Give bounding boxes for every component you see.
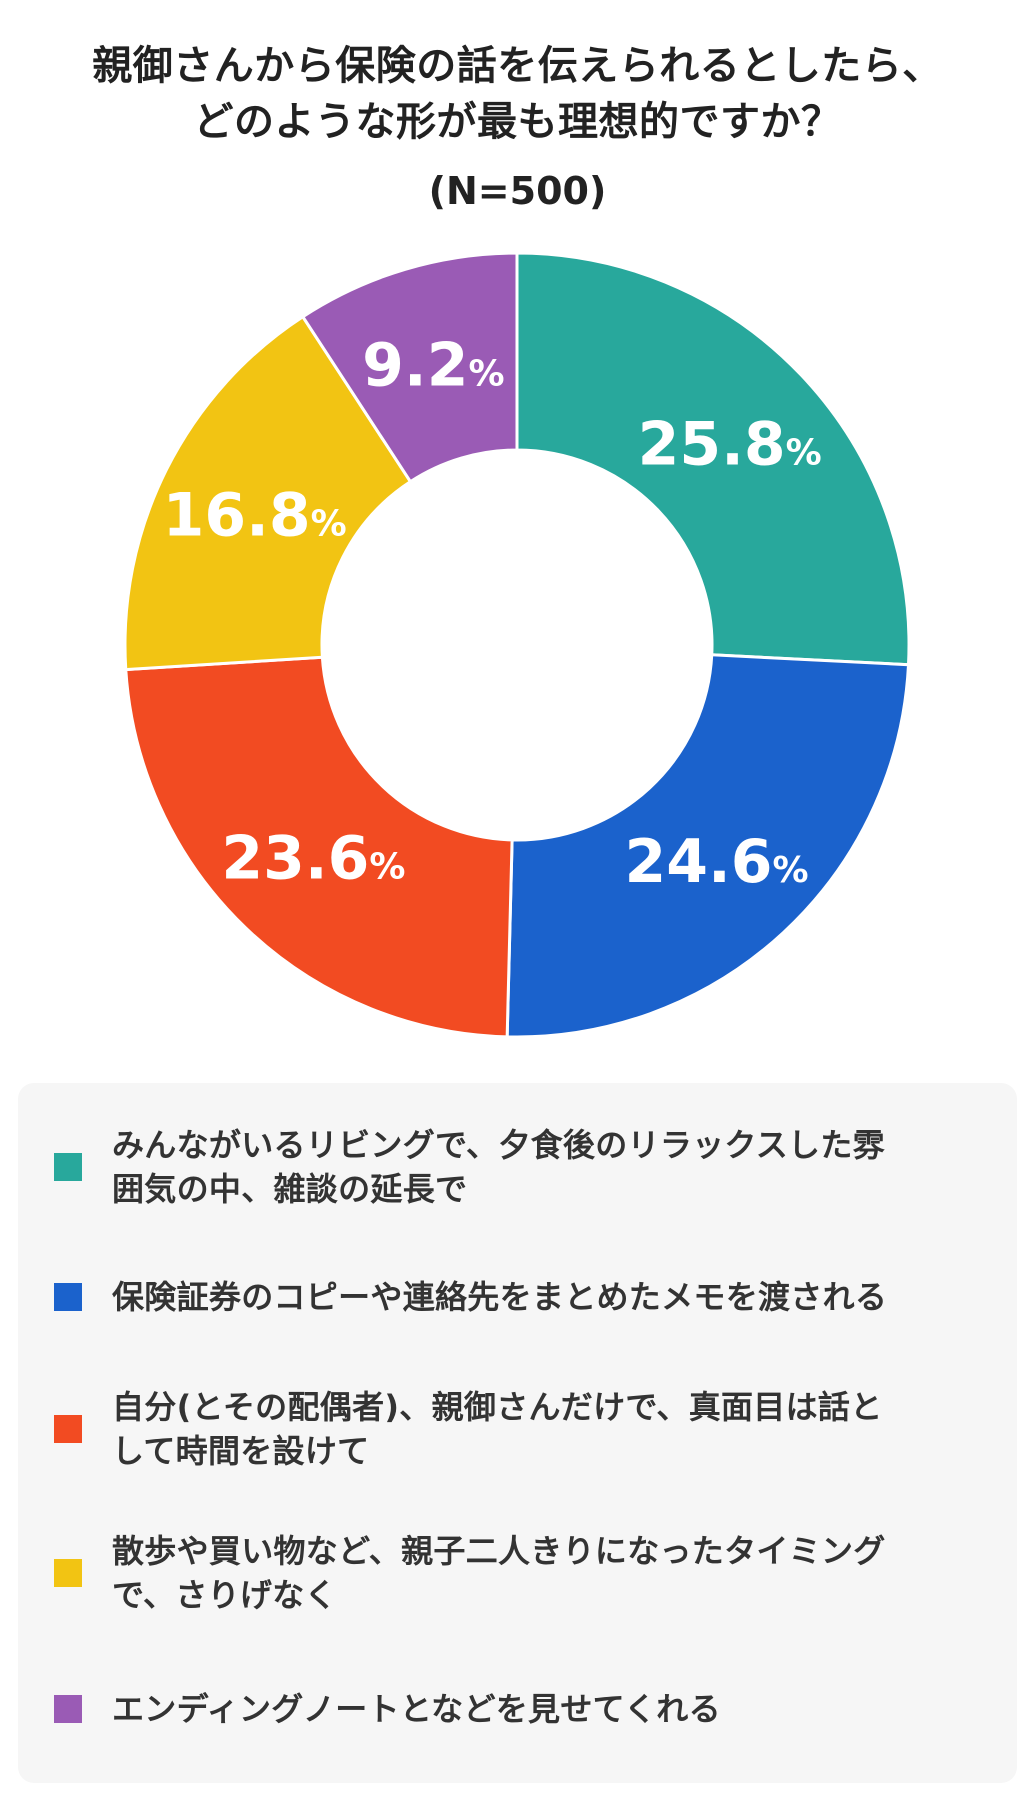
- donut-slice-living-room: [515, 251, 911, 667]
- legend-item-serious-talk: 自分(とその配偶者)、親御さんだけで、真面目は話と して時間を設けて: [54, 1385, 975, 1473]
- legend-label-line: で、さりげなく: [112, 1576, 337, 1614]
- legend-label-line: 保険証券のコピーや連絡先をまとめたメモを渡される: [112, 1278, 888, 1316]
- legend-label-line: 囲気の中、雑談の延長で: [112, 1170, 468, 1208]
- legend-label: エンディングノートとなどを見せてくれる: [112, 1687, 721, 1731]
- slice-value-label-memo: 24.6%: [625, 827, 809, 897]
- legend-label-line: 自分(とその配偶者)、親御さんだけで、真面目は話と: [112, 1388, 883, 1426]
- slice-value-number: 25.8: [638, 410, 786, 480]
- legend-swatch: [54, 1283, 82, 1311]
- slice-value-number: 16.8: [163, 480, 311, 550]
- legend-swatch: [54, 1559, 82, 1587]
- donut-chart: 25.8%24.6%23.6%16.8%9.2%: [123, 251, 911, 1039]
- slice-value-unit: %: [773, 850, 809, 891]
- legend-label-line: みんながいるリビングで、夕食後のリラックスした雰: [112, 1126, 885, 1164]
- slice-value-label-casual-outing: 16.8%: [163, 480, 347, 550]
- chart-title-line-1: 親御さんから保険の話を伝えられるとしたら、: [92, 43, 943, 89]
- legend-label: みんながいるリビングで、夕食後のリラックスした雰 囲気の中、雑談の延長で: [112, 1123, 885, 1211]
- legend-label: 保険証券のコピーや連絡先をまとめたメモを渡される: [112, 1275, 887, 1319]
- chart-title-line-2: どのような形が最も理想的ですか？: [193, 99, 842, 145]
- slice-value-unit: %: [369, 846, 405, 887]
- donut-slice-ending-note: [300, 251, 519, 484]
- donut-slice-serious-talk: [124, 655, 514, 1039]
- slice-value-number: 9.2: [362, 331, 468, 401]
- chart-subtitle: (N=500): [428, 169, 607, 213]
- slice-value-number: 24.6: [625, 827, 773, 897]
- legend-item-ending-note: エンディングノートとなどを見せてくれる: [54, 1687, 975, 1731]
- legend-swatch: [54, 1153, 82, 1181]
- donut-slice-memo: [505, 653, 911, 1039]
- donut-slice-casual-outing: [123, 314, 413, 672]
- legend-label-line: 散歩や買い物など、親子二人きりになったタイミング: [112, 1532, 886, 1570]
- legend-swatch: [54, 1415, 82, 1443]
- slice-value-unit: %: [786, 433, 822, 474]
- slice-value-label-serious-talk: 23.6%: [221, 823, 405, 893]
- legend-item-memo: 保険証券のコピーや連絡先をまとめたメモを渡される: [54, 1275, 975, 1319]
- legend-swatch: [54, 1695, 82, 1723]
- legend-label: 散歩や買い物など、親子二人きりになったタイミング で、さりげなく: [112, 1529, 886, 1617]
- slice-value-label-living-room: 25.8%: [638, 410, 822, 480]
- legend-item-living-room: みんながいるリビングで、夕食後のリラックスした雰 囲気の中、雑談の延長で: [54, 1123, 975, 1211]
- legend-item-casual-outing: 散歩や買い物など、親子二人きりになったタイミング で、さりげなく: [54, 1529, 975, 1617]
- slice-value-unit: %: [311, 503, 347, 544]
- slice-value-label-ending-note: 9.2%: [362, 331, 504, 401]
- legend-label-line: して時間を設けて: [112, 1432, 370, 1470]
- legend-panel: みんながいるリビングで、夕食後のリラックスした雰 囲気の中、雑談の延長で 保険証…: [18, 1083, 1017, 1783]
- slice-value-number: 23.6: [221, 823, 369, 893]
- legend-label: 自分(とその配偶者)、親御さんだけで、真面目は話と して時間を設けて: [112, 1385, 883, 1473]
- legend-label-line: エンディングノートとなどを見せてくれる: [112, 1690, 721, 1728]
- slice-value-unit: %: [468, 354, 504, 395]
- chart-title-block: 親御さんから保険の話を伝えられるとしたら、 どのような形が最も理想的ですか？ (…: [0, 38, 1035, 216]
